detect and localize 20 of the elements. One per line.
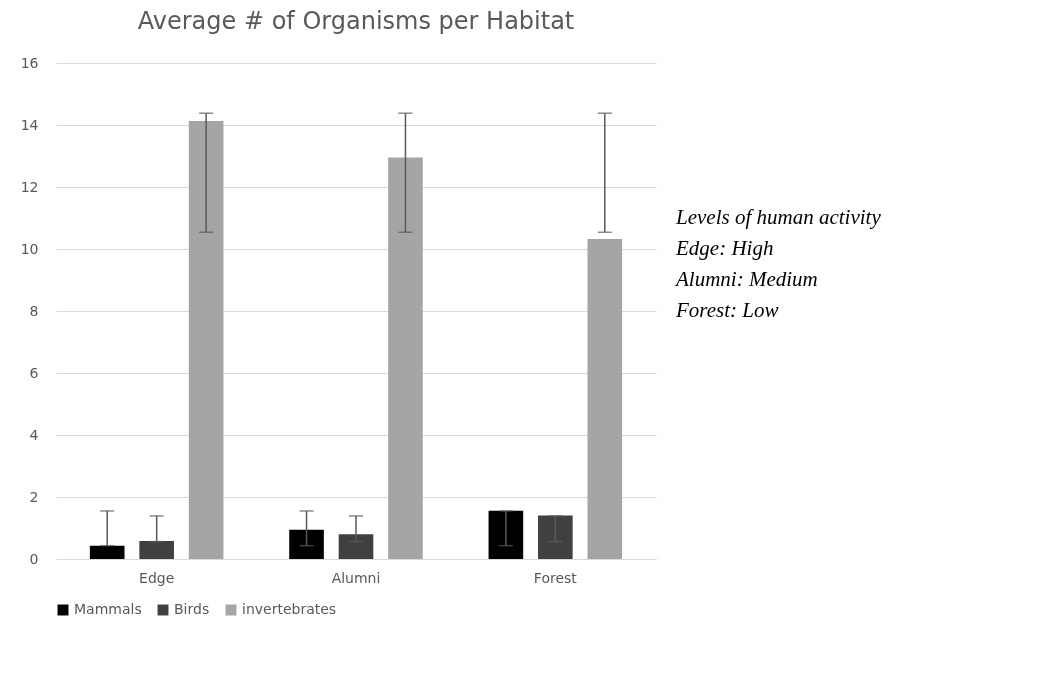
text: Forest: Low: [676, 297, 780, 324]
x-tick-label: Alumni: [331, 569, 381, 586]
chart-title: Average # of Organisms per Habitat: [137, 7, 575, 35]
y-tick-label: 10: [20, 240, 39, 257]
y-tick-label: 8: [29, 302, 39, 319]
text: Levels of human activity: [676, 204, 881, 231]
text: Edge: High: [676, 235, 775, 262]
text: Alumni: Medium: [676, 266, 819, 293]
y-tick-label: 14: [20, 116, 39, 133]
y-tick-label: 6: [29, 364, 39, 381]
y-tick-label: 4: [29, 426, 39, 443]
y-tick-label: 2: [29, 488, 39, 505]
y-tick-label: 12: [20, 178, 39, 195]
y-tick-label: 0: [29, 550, 39, 567]
legend-label: invertebrates: [242, 601, 337, 617]
x-tick-label: Edge: [139, 569, 175, 586]
y-tick-label: 16: [20, 54, 39, 71]
legend-label: Birds: [174, 601, 210, 617]
x-tick-label: Forest: [533, 569, 578, 586]
legend-label: Mammals: [74, 601, 142, 617]
